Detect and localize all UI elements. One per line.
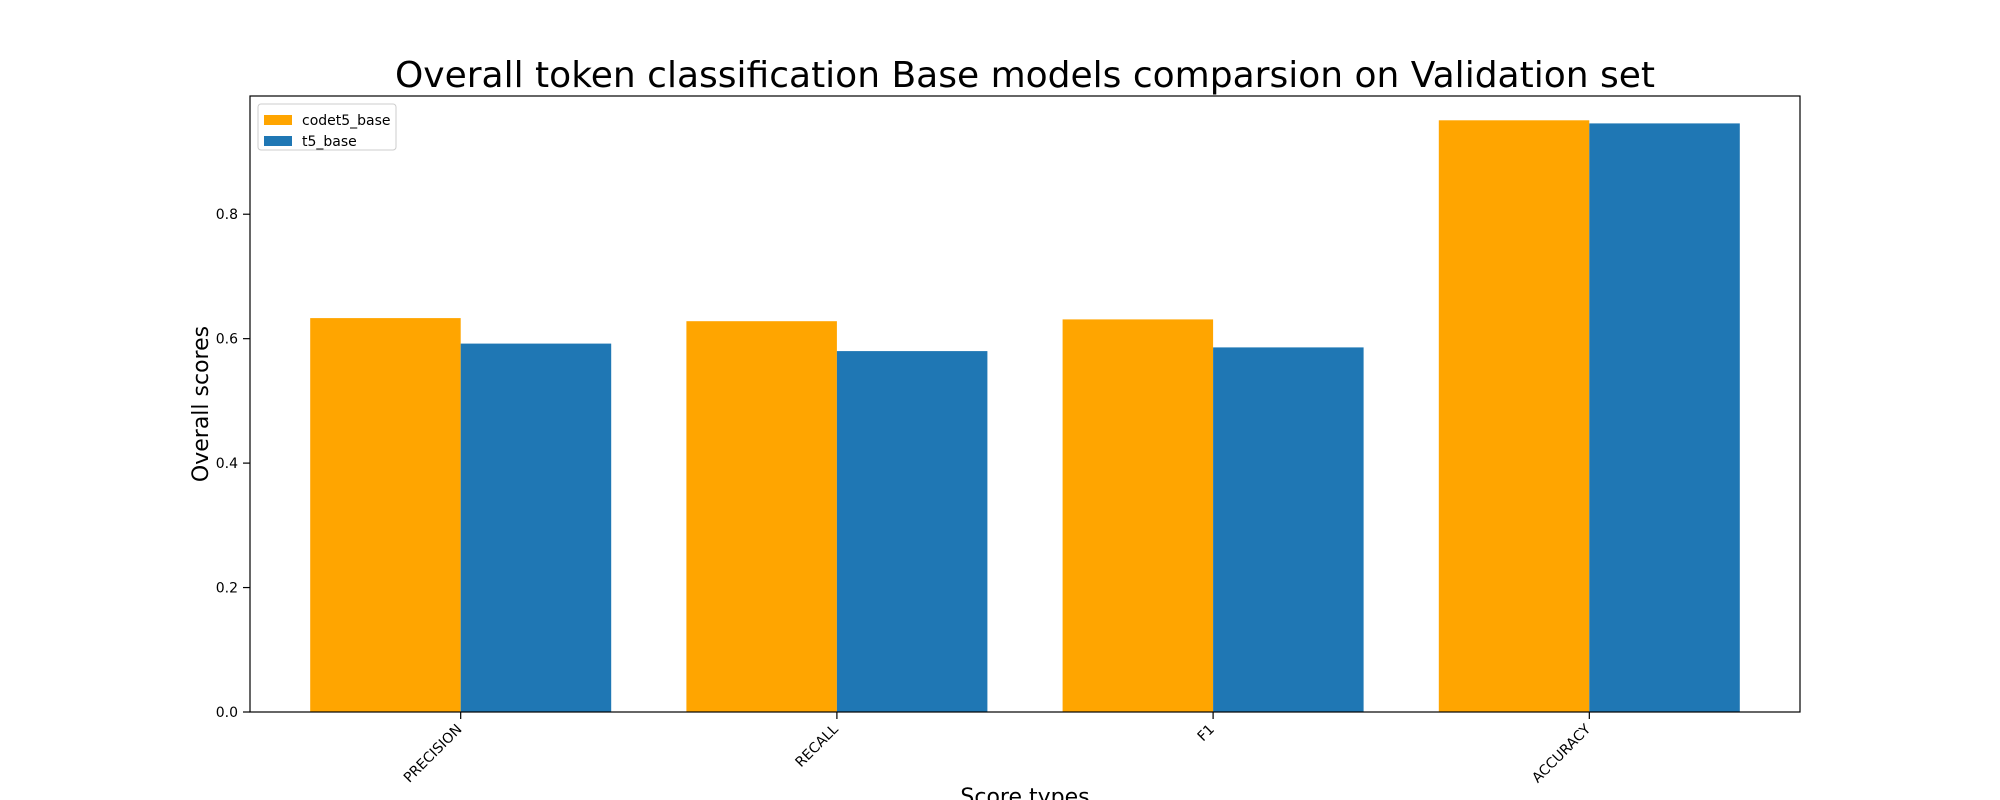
- x-tick-label-f1: F1: [1195, 722, 1218, 745]
- legend-swatch-t5_base: [264, 136, 292, 146]
- legend: codet5_base t5_base: [257, 103, 397, 151]
- bar-codet5_base-f1: [1062, 319, 1214, 712]
- y-axis-label: Overall scores: [189, 326, 214, 482]
- x-tick-label-accuracy: ACCURACY: [1529, 721, 1594, 786]
- x-tick-label-recall: RECALL: [793, 721, 842, 770]
- y-tick-label: 0.0: [216, 705, 238, 721]
- bar-codet5_base-recall: [686, 321, 837, 712]
- bar-t5_base-accuracy: [1589, 123, 1740, 712]
- y-tick-label: 0.6: [216, 332, 238, 348]
- plot-frame: [249, 95, 1801, 713]
- bar-codet5_base-precision: [310, 318, 461, 712]
- x-axis: PRECISION RECALL F1 ACCURACY: [401, 712, 1594, 787]
- bar-t5_base-f1: [1213, 347, 1364, 712]
- x-axis-label: Score types: [960, 785, 1089, 800]
- x-tick-label-precision: PRECISION: [401, 722, 466, 787]
- bar-t5_base-precision: [460, 343, 612, 712]
- bars-layer: [310, 120, 1740, 713]
- y-tick-label: 0.2: [216, 581, 238, 597]
- y-axis: 0.0 0.2 0.4 0.6 0.8: [216, 207, 250, 721]
- legend-swatch-codet5_base: [264, 115, 292, 125]
- legend-box: [257, 103, 397, 151]
- y-tick-label: 0.4: [216, 456, 238, 472]
- chart-title: Overall token classification Base models…: [395, 55, 1655, 96]
- y-tick-label: 0.8: [216, 207, 238, 223]
- bar-codet5_base-accuracy: [1438, 120, 1590, 713]
- bar-t5_base-recall: [836, 351, 988, 712]
- legend-label-t5_base: t5_base: [302, 134, 357, 150]
- legend-label-codet5_base: codet5_base: [302, 113, 391, 129]
